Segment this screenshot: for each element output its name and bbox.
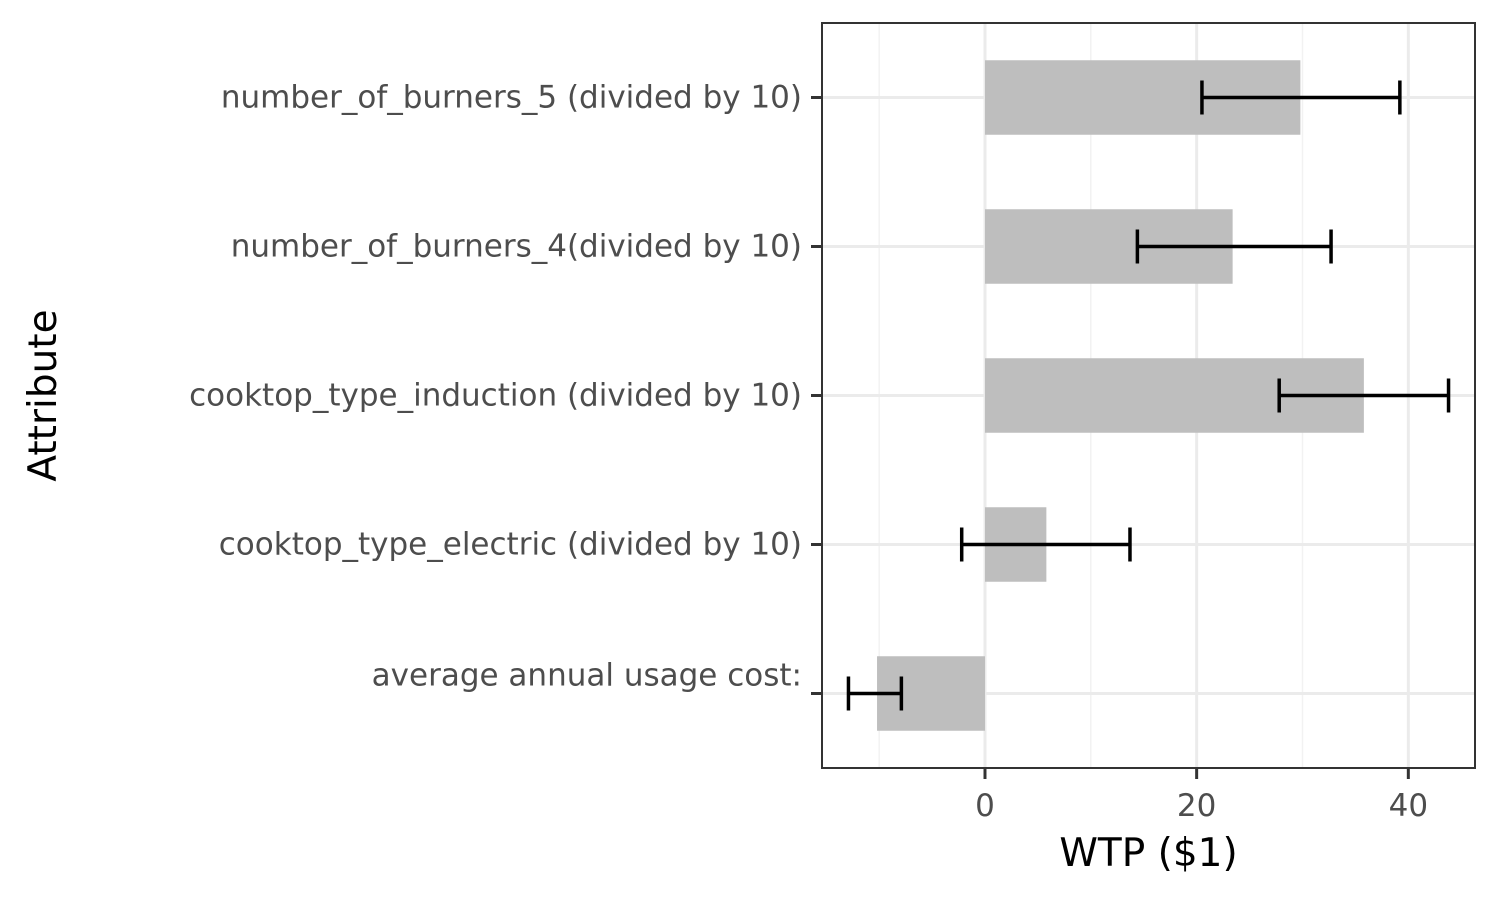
error-bar [959,527,1132,562]
x-axis-ticks: 0 20 40 [975,768,1428,824]
y-tick-label: number_of_burners_4(divided by 10) [231,229,802,265]
y-axis-title: Attribute [21,309,66,481]
x-axis-title: WTP ($1) [1059,831,1237,876]
y-tick-label: average annual usage cost: [372,658,802,694]
error-bar [846,676,904,711]
x-tick-label: 0 [975,788,995,824]
y-tick-label: number_of_burners_5 (divided by 10) [221,80,802,116]
y-axis-ticks: number_of_burners_5 (divided by 10) numbe… [189,80,822,695]
x-tick-label: 40 [1389,788,1428,824]
error-bars [846,80,1451,711]
error-bar [1135,229,1333,264]
x-tick-label: 20 [1177,788,1216,824]
error-bar [1200,80,1402,115]
y-tick-label: cooktop_type_induction (divided by 10) [189,378,802,414]
y-tick-label: cooktop_type_electric (divided by 10) [219,527,802,563]
error-bar [1277,378,1451,413]
